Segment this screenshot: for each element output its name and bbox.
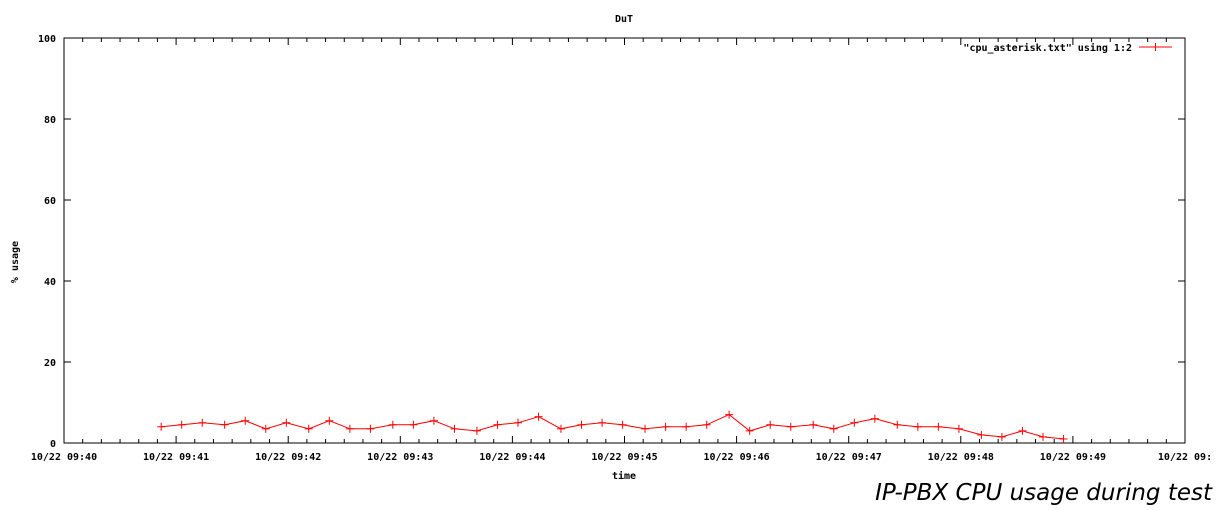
data-point (850, 418, 859, 427)
data-point (913, 422, 922, 431)
data-point (409, 420, 418, 429)
y-tick-label: 60 (44, 196, 56, 207)
x-axis-label: time (612, 470, 636, 482)
data-point (745, 426, 754, 435)
y-tick-label: 20 (44, 358, 56, 369)
data-point (1018, 426, 1027, 435)
data-point (954, 424, 963, 433)
data-point (366, 424, 375, 433)
data-point (450, 424, 459, 433)
data-point (241, 416, 250, 425)
data-point (514, 418, 523, 427)
data-point (598, 418, 607, 427)
data-point (661, 422, 670, 431)
x-tick-label: 10/22 09:42 (255, 452, 321, 463)
data-point (786, 422, 795, 431)
x-tick-label: 10/22 09: (1158, 452, 1212, 463)
y-axis-label: % usage (10, 241, 21, 283)
data-point (997, 432, 1006, 441)
legend-label: "cpu_asterisk.txt" using 1:2 (963, 42, 1132, 54)
data-point (1039, 432, 1048, 441)
y-tick-label: 100 (38, 34, 56, 45)
data-point (577, 420, 586, 429)
data-point (345, 424, 354, 433)
data-point (641, 424, 650, 433)
data-point (809, 420, 818, 429)
x-tick-label: 10/22 09:41 (143, 452, 209, 463)
series-layer (157, 410, 1068, 443)
data-point (198, 418, 207, 427)
data-point (618, 420, 627, 429)
data-point (725, 410, 734, 419)
legend: "cpu_asterisk.txt" using 1:2 (963, 42, 1172, 54)
y-axis: 0 20 40 60 80 100 (38, 34, 1185, 450)
data-point (261, 424, 270, 433)
data-point (472, 426, 481, 435)
plot-border (63, 37, 1186, 444)
data-point (282, 418, 291, 427)
x-tick-label: 10/22 09:45 (591, 452, 657, 463)
data-point (766, 420, 775, 429)
y-tick-label: 0 (50, 439, 56, 450)
data-point (556, 424, 565, 433)
x-tick-label: 10/22 09:48 (928, 452, 994, 463)
data-point (977, 430, 986, 439)
y-tick-label: 40 (44, 277, 56, 288)
series-line (161, 414, 1064, 440)
x-tick-label: 10/22 09:49 (1040, 452, 1106, 463)
x-tick-label: 10/22 09:40 (31, 452, 97, 463)
data-point (893, 420, 902, 429)
data-point (325, 416, 334, 425)
data-point (157, 422, 166, 431)
data-point (534, 412, 543, 421)
x-tick-label: 10/22 09:44 (479, 452, 545, 463)
figure-caption: IP-PBX CPU usage during test (875, 480, 1212, 506)
x-tick-label: 10/22 09:47 (816, 452, 882, 463)
x-tick-label: 10/22 09:43 (367, 452, 433, 463)
data-point (177, 420, 186, 429)
data-point (702, 420, 711, 429)
y-tick-label: 80 (44, 115, 56, 126)
data-point (304, 424, 313, 433)
data-point (829, 424, 838, 433)
data-point (1059, 434, 1068, 443)
legend-marker (1151, 43, 1160, 51)
data-point (870, 414, 879, 423)
data-point (682, 422, 691, 431)
data-point (220, 420, 229, 429)
plot-area (63, 37, 1186, 444)
x-tick-label: 10/22 09:46 (703, 452, 769, 463)
x-axis: 10/22 09:40 10/22 09:41 10/22 09:42 10/22 0… (31, 38, 1212, 463)
data-point (934, 422, 943, 431)
data-point (388, 420, 397, 429)
data-point (429, 416, 438, 425)
chart-title: DuT (615, 14, 633, 25)
data-point (493, 420, 502, 429)
